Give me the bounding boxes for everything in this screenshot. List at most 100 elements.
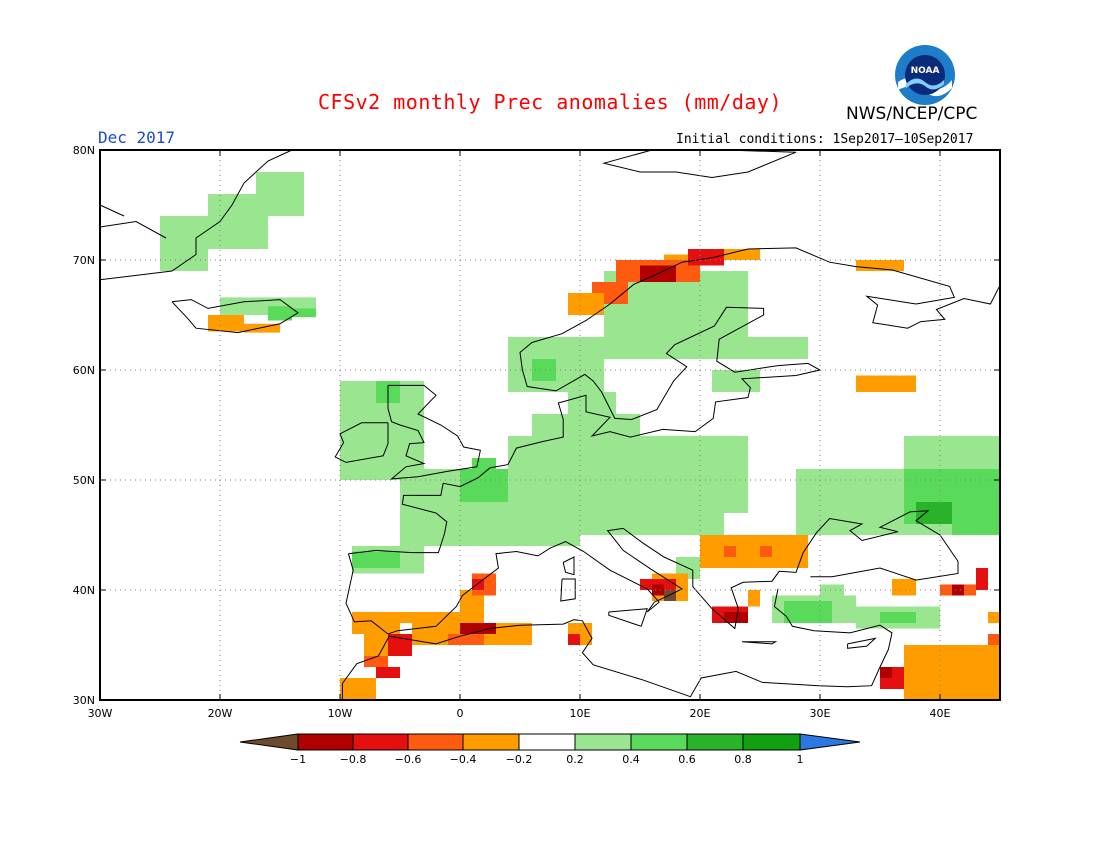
colorbar-label: 0.8 [734, 753, 752, 766]
anomaly-cell [700, 535, 808, 568]
anomaly-cell [532, 359, 556, 381]
anomaly-cell [856, 260, 904, 271]
colorbar-segment [352, 733, 409, 751]
coastline [341, 588, 893, 700]
coastline [99, 149, 293, 281]
colorbar-label: 0.6 [678, 753, 696, 766]
anomaly-cell [820, 584, 844, 596]
colorbar-label: −0.8 [340, 753, 367, 766]
coastline [401, 247, 1001, 514]
logo-text: NOAA [911, 66, 940, 76]
coastline [348, 512, 448, 555]
anomaly-cell [268, 306, 292, 321]
anomaly-cell [460, 623, 496, 634]
anomaly-cell [664, 590, 676, 601]
anomaly-cell [880, 667, 892, 678]
anomaly-cell [712, 370, 760, 392]
coastline [560, 578, 576, 602]
coastline [171, 299, 299, 334]
anomaly-cell [208, 315, 244, 332]
lon-tick-label: 10E [570, 707, 591, 720]
noaa-logo-icon: NOAA [895, 45, 955, 105]
colorbar-segment [742, 733, 801, 751]
anomaly-cell [568, 634, 580, 645]
colorbar-label: 1 [797, 753, 804, 766]
lat-tick-label: 70N [73, 254, 95, 267]
anomaly-cell [352, 551, 400, 568]
coastline [345, 510, 959, 635]
coastline [387, 384, 481, 480]
colorbar-arrow-high [799, 733, 861, 751]
anomaly-cell [508, 436, 748, 513]
lon-tick-label: 40E [930, 707, 951, 720]
coastlines [99, 149, 1001, 700]
axis-ticks: 30W 20W 10W 0 10E 20E 30E 40E 80N 70N 60N 50N 40N 30N [73, 144, 1000, 720]
anomaly-cell [448, 634, 484, 645]
colorbar-segment [518, 733, 576, 751]
anomaly-cell [340, 678, 376, 700]
anomaly-cell [532, 513, 724, 535]
anomaly-cell [532, 414, 640, 436]
anomaly-cell [748, 590, 760, 607]
anomaly-cell [472, 458, 496, 480]
anomaly-cell [688, 249, 724, 266]
anomaly-cell [880, 612, 916, 623]
anomaly-cell [988, 612, 1000, 623]
anomaly-cell [256, 172, 304, 216]
anomaly-cell [904, 645, 928, 667]
anomaly-cell [424, 612, 484, 623]
anomaly-cell [388, 612, 424, 623]
agency-label: NWS/NCEP/CPC [846, 104, 978, 124]
anomaly-cell [568, 293, 604, 315]
graticule [100, 150, 1000, 700]
anomaly-fill-layer [160, 172, 1000, 700]
colorbar-segment [686, 733, 744, 751]
map-title: CFSv2 monthly Prec anomalies (mm/day) [317, 90, 783, 114]
anomaly-cell [976, 568, 988, 590]
lon-tick-label: 20E [690, 707, 711, 720]
anomaly-cell [364, 656, 388, 667]
coastline [99, 220, 167, 239]
anomaly-cell [988, 634, 1000, 645]
coastline [99, 204, 125, 217]
colorbar: −1 −0.8 −0.6 −0.4 −0.2 0.2 0.4 0.6 0.8 1 [239, 733, 861, 766]
anomaly-cell [652, 584, 664, 596]
anomaly-cell [724, 612, 748, 623]
anomaly-cell [160, 216, 208, 271]
lon-tick-label: 10W [328, 707, 353, 720]
anomaly-cell [724, 546, 736, 557]
anomaly-cell [952, 502, 1000, 535]
colorbar-segment [407, 733, 464, 751]
colorbar-segment [574, 733, 632, 751]
coastline [608, 608, 648, 627]
anomaly-cell [724, 249, 760, 260]
colorbar-label: −0.4 [450, 753, 477, 766]
lat-tick-label: 40N [73, 584, 95, 597]
coastline [741, 641, 778, 645]
anomaly-cell [952, 584, 964, 596]
anomaly-cell [916, 502, 952, 524]
lon-tick-label: 30E [810, 707, 831, 720]
lat-tick-label: 60N [73, 364, 95, 377]
anomaly-cell [388, 634, 412, 656]
map-frame [99, 149, 1001, 701]
colorbar-label: 0.4 [622, 753, 640, 766]
lon-tick-label: 20W [208, 707, 233, 720]
forecast-month: Dec 2017 [98, 128, 176, 147]
anomaly-cell [352, 425, 388, 469]
colorbar-label: −0.2 [506, 753, 533, 766]
lon-tick-label: 0 [457, 707, 464, 720]
lat-tick-label: 50N [73, 474, 95, 487]
colorbar-segment [297, 733, 354, 751]
anomaly-cell [472, 579, 484, 590]
lon-tick-label: 30W [88, 707, 113, 720]
coastline [562, 556, 575, 576]
anomaly-cell [856, 375, 916, 392]
lat-tick-label: 30N [73, 694, 95, 707]
anomaly-cell [784, 601, 832, 623]
colorbar-segment [462, 733, 520, 751]
anomaly-cell [748, 337, 808, 359]
coastline [602, 149, 797, 179]
colorbar-label: −0.6 [395, 753, 422, 766]
